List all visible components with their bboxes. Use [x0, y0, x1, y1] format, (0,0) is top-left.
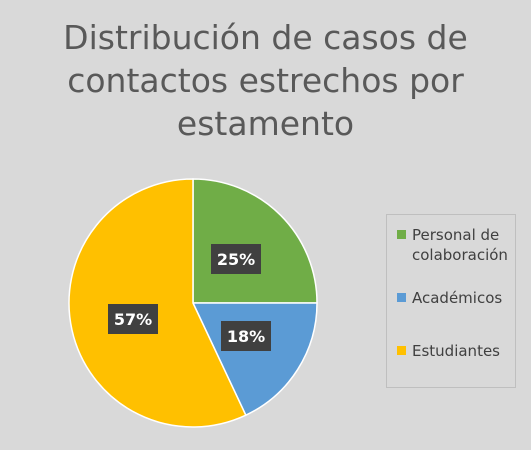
- chart-title-line: contactos estrechos por: [67, 61, 464, 100]
- legend-label-personal: Personal de colaboración: [412, 226, 508, 264]
- chart-title-line: Distribución de casos de: [63, 18, 468, 57]
- chart-title: Distribución de casos de contactos estrec…: [0, 16, 531, 145]
- label-estudiantes: 57%: [108, 304, 158, 334]
- label-academicos-box: [221, 321, 271, 351]
- legend-label-academicos: Académicos: [412, 289, 503, 307]
- legend-item-estudiantes: Estudiantes: [397, 341, 516, 361]
- label-estudiantes-box: [108, 304, 158, 334]
- label-personal-text: 25%: [217, 250, 255, 269]
- chart-title-line: estamento: [176, 104, 355, 143]
- legend: Personal de colaboración Académicos Estu…: [386, 214, 516, 388]
- pie-slices: [68, 178, 318, 428]
- label-estudiantes-text: 57%: [114, 310, 152, 329]
- label-personal-box: [211, 244, 261, 274]
- label-academicos-text: 18%: [227, 327, 265, 346]
- legend-swatch-estudiantes: [397, 346, 406, 355]
- label-academicos: 18%: [221, 321, 271, 351]
- slice-estudiantes: [68, 178, 247, 428]
- data-labels: 25% 18% 57%: [108, 244, 271, 351]
- legend-swatch-personal: [397, 230, 406, 239]
- legend-swatch-academicos: [397, 293, 406, 302]
- slice-personal: [192, 178, 318, 304]
- legend-item-personal: Personal de colaboración: [397, 225, 516, 265]
- legend-item-academicos: Académicos: [397, 288, 516, 308]
- legend-label-estudiantes: Estudiantes: [412, 342, 500, 360]
- label-personal: 25%: [211, 244, 261, 274]
